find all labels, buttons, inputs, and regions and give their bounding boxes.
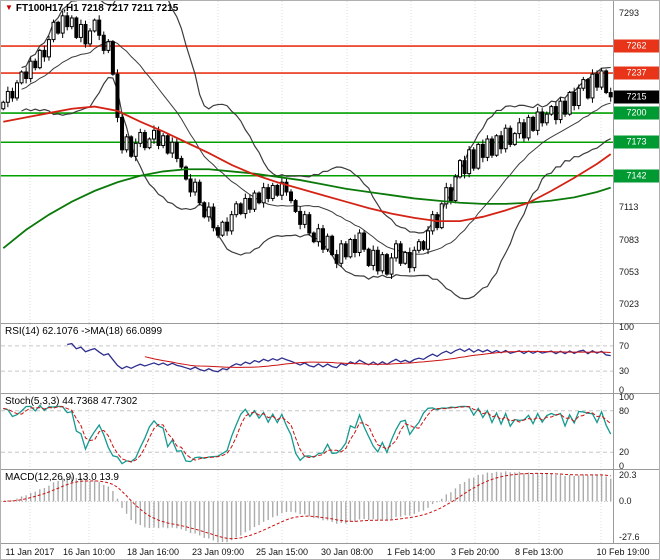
macd-title: MACD(12,26,9) 13.0 13.9 bbox=[5, 472, 119, 483]
bollinger-lower bbox=[21, 76, 611, 300]
symbol-icon: ▼ bbox=[5, 3, 13, 12]
grid-layer bbox=[29, 324, 602, 393]
stoch-d-line bbox=[3, 406, 612, 463]
price-level-tag: 7173 bbox=[614, 135, 659, 149]
stoch-k-line bbox=[3, 404, 612, 465]
ma-red bbox=[3, 105, 612, 223]
current-price-tag: 7215 bbox=[614, 90, 659, 104]
candlestick-chart[interactable] bbox=[1, 1, 613, 323]
rsi-chart[interactable] bbox=[1, 324, 613, 393]
time-axis-label: 30 Jan 08:00 bbox=[320, 547, 374, 557]
price-axis-label: 7293 bbox=[619, 7, 640, 18]
price-axis-label: 7113 bbox=[619, 202, 639, 213]
time-axis-label: 11 Jan 2017 bbox=[5, 547, 55, 557]
panel-separator[interactable] bbox=[1, 469, 659, 470]
panel-separator[interactable] bbox=[1, 543, 659, 544]
price-level-tag: 7237 bbox=[614, 66, 659, 80]
chart-title-text: FT100H17,H1 7218 7217 7211 7215 bbox=[15, 3, 179, 14]
time-axis-label: 1 Feb 14:00 bbox=[386, 547, 436, 557]
macd-histogram bbox=[7, 471, 612, 543]
time-axis-label: 16 Jan 10:00 bbox=[62, 547, 116, 557]
price-level-tag: 7262 bbox=[614, 39, 659, 53]
macd-axis-label: 0.0 bbox=[619, 496, 632, 507]
rsi-ma-line bbox=[144, 350, 611, 368]
time-axis-label: 3 Feb 20:00 bbox=[450, 547, 500, 557]
rsi-panel[interactable]: RSI(14) 62.1076 ->MA(18) 66.0899 bbox=[1, 324, 613, 393]
stoch-axis-label: 0 bbox=[619, 461, 625, 471]
rsi-axis-label: 100 bbox=[619, 322, 635, 332]
price-level-tag: 7200 bbox=[614, 106, 659, 120]
price-level-tag: 7142 bbox=[614, 169, 659, 183]
stochastic-chart[interactable] bbox=[1, 394, 613, 469]
macd-panel[interactable]: MACD(12,26,9) 13.0 13.9 bbox=[1, 470, 613, 543]
grid-layer bbox=[29, 1, 602, 323]
price-axis-label: 7053 bbox=[619, 266, 640, 277]
rsi-axis-label: 70 bbox=[619, 340, 630, 351]
time-axis-label: 8 Feb 13:00 bbox=[514, 547, 564, 557]
bollinger-middle bbox=[21, 40, 611, 255]
time-axis-label: 25 Jan 15:00 bbox=[255, 547, 309, 557]
rsi-title: RSI(14) 62.1076 ->MA(18) 66.0899 bbox=[5, 326, 163, 337]
time-axis[interactable]: 11 Jan 2017 16 Jan 10:00 18 Jan 16:00 23 Ja… bbox=[1, 544, 659, 559]
panel-separator[interactable] bbox=[1, 323, 659, 324]
bollinger-upper bbox=[21, 1, 611, 234]
candles-layer bbox=[1, 10, 613, 279]
panel-separator[interactable] bbox=[1, 393, 659, 394]
macd-signal-line bbox=[3, 472, 611, 540]
macd-axis-label: -27.6 bbox=[619, 531, 640, 542]
price-axis-label: 7083 bbox=[619, 234, 640, 245]
macd-axis-label: 20.3 bbox=[619, 470, 637, 481]
stochastic-title: Stoch(5,3,3) 44.7368 47.7302 bbox=[5, 396, 138, 407]
main-chart-panel[interactable]: ▼ FT100H17,H1 7218 7217 7211 7215 bbox=[1, 1, 613, 323]
time-axis-label: 23 Jan 09:00 bbox=[191, 547, 245, 557]
price-axis-label: 7023 bbox=[619, 299, 640, 310]
stoch-axis-label: 80 bbox=[619, 405, 630, 416]
time-axis-label: 18 Jan 16:00 bbox=[126, 547, 180, 557]
time-axis-label: 10 Feb 19:00 bbox=[596, 547, 650, 557]
rsi-axis-label: 30 bbox=[619, 366, 630, 377]
rsi-axis-label: 0 bbox=[619, 385, 625, 395]
chart-title: ▼ FT100H17,H1 7218 7217 7211 7215 bbox=[5, 3, 178, 14]
stochastic-panel[interactable]: Stoch(5,3,3) 44.7368 47.7302 bbox=[1, 394, 613, 469]
macd-chart[interactable] bbox=[1, 470, 613, 543]
ma-green bbox=[2, 168, 611, 249]
stoch-axis-label: 100 bbox=[619, 392, 635, 402]
stoch-axis-label: 20 bbox=[619, 447, 630, 458]
